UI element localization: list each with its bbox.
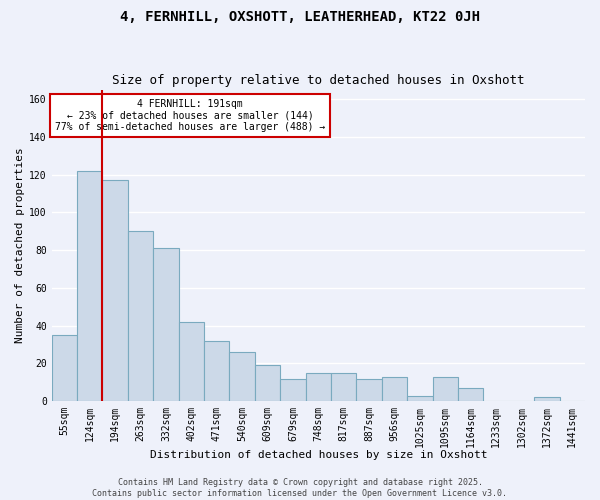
Bar [255,366,280,401]
Bar [153,248,179,401]
Bar [229,352,255,401]
Text: 4, FERNHILL, OXSHOTT, LEATHERHEAD, KT22 0JH: 4, FERNHILL, OXSHOTT, LEATHERHEAD, KT22 … [120,10,480,24]
Bar [280,378,305,401]
X-axis label: Distribution of detached houses by size in Oxshott: Distribution of detached houses by size … [149,450,487,460]
Bar [458,388,484,401]
Y-axis label: Number of detached properties: Number of detached properties [15,148,25,344]
Bar [331,373,356,401]
Bar [382,376,407,401]
Bar [179,322,204,401]
Bar [433,376,458,401]
Bar [52,335,77,401]
Bar [204,341,229,401]
Text: 4 FERNHILL: 191sqm
← 23% of detached houses are smaller (144)
77% of semi-detach: 4 FERNHILL: 191sqm ← 23% of detached hou… [55,99,325,132]
Bar [305,373,331,401]
Title: Size of property relative to detached houses in Oxshott: Size of property relative to detached ho… [112,74,524,87]
Bar [77,171,103,401]
Bar [103,180,128,401]
Bar [407,396,433,401]
Bar [356,378,382,401]
Bar [128,231,153,401]
Text: Contains HM Land Registry data © Crown copyright and database right 2025.
Contai: Contains HM Land Registry data © Crown c… [92,478,508,498]
Bar [534,398,560,401]
